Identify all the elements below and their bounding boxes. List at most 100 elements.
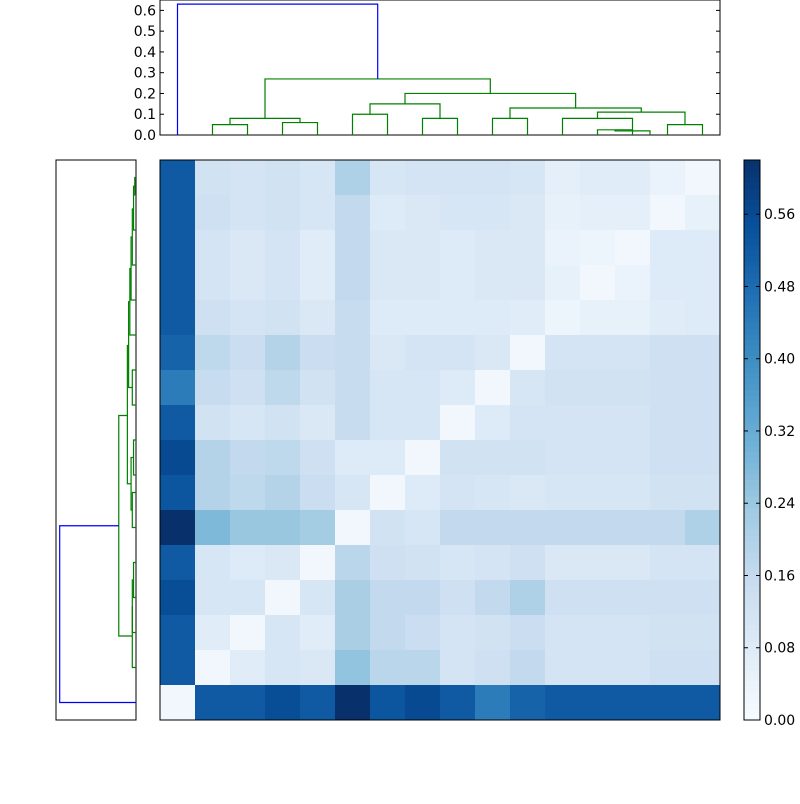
heatmap-cell-9-9 bbox=[475, 475, 511, 511]
colorbar-tick-label: 0.08 bbox=[764, 641, 795, 657]
top-dendrogram-tick-label: 0.0 bbox=[134, 128, 156, 144]
heatmap-cell-10-6 bbox=[370, 510, 406, 546]
heatmap-cell-10-12 bbox=[580, 510, 616, 546]
left-dendrogram-link-8 bbox=[131, 491, 136, 529]
colorbar-band bbox=[744, 255, 760, 262]
heatmap-cell-5-12 bbox=[580, 335, 616, 371]
top-dendrogram-tick-label: 0.4 bbox=[134, 45, 156, 61]
heatmap-cell-7-6 bbox=[370, 405, 406, 441]
heatmap-cell-2-9 bbox=[475, 230, 511, 266]
heatmap-cell-2-4 bbox=[300, 230, 336, 266]
colorbar-band bbox=[744, 496, 760, 503]
left-dendrogram-link-15 bbox=[59, 525, 136, 704]
left-dendrogram-link-14 bbox=[118, 414, 133, 637]
heatmap-cell-2-0 bbox=[160, 230, 196, 266]
heatmap-cell-13-13 bbox=[615, 615, 651, 651]
left-dendrogram-link-10 bbox=[126, 344, 132, 485]
heatmap-cell-5-7 bbox=[405, 335, 441, 371]
heatmap-cell-13-4 bbox=[300, 615, 336, 651]
heatmap-cell-7-8 bbox=[440, 405, 476, 441]
heatmap-cell-8-9 bbox=[475, 440, 511, 476]
colorbar-band bbox=[744, 641, 760, 648]
heatmap-cell-11-11 bbox=[545, 545, 581, 581]
heatmap-cell-7-12 bbox=[580, 405, 616, 441]
heatmap-cell-3-5 bbox=[335, 265, 371, 301]
heatmap-cell-14-1 bbox=[195, 650, 231, 686]
heatmap-cell-10-11 bbox=[545, 510, 581, 546]
heatmap-cell-9-5 bbox=[335, 475, 371, 511]
heatmap-cell-2-15 bbox=[685, 230, 721, 266]
heatmap-cell-11-6 bbox=[370, 545, 406, 581]
heatmap-cell-12-10 bbox=[510, 580, 546, 616]
colorbar-band bbox=[744, 328, 760, 335]
colorbar-band bbox=[744, 596, 760, 603]
left-dendrogram bbox=[55, 159, 137, 721]
colorbar-band bbox=[744, 288, 760, 295]
heatmap-cell-5-2 bbox=[230, 335, 266, 371]
colorbar-band bbox=[744, 636, 760, 643]
colorbar-band bbox=[744, 322, 760, 329]
colorbar-band bbox=[744, 675, 760, 682]
heatmap-cell-8-13 bbox=[615, 440, 651, 476]
heatmap-cell-7-9 bbox=[475, 405, 511, 441]
colorbar-band bbox=[744, 708, 760, 715]
heatmap-cell-8-6 bbox=[370, 440, 406, 476]
heatmap-cell-15-10 bbox=[510, 685, 546, 721]
heatmap-cell-5-3 bbox=[265, 335, 301, 371]
heatmap-cell-6-14 bbox=[650, 370, 686, 406]
colorbar-tick-label: 0.16 bbox=[764, 568, 795, 584]
heatmap-cell-15-3 bbox=[265, 685, 301, 721]
heatmap-cell-12-0 bbox=[160, 580, 196, 616]
heatmap-cell-8-10 bbox=[510, 440, 546, 476]
heatmap-cell-9-3 bbox=[265, 475, 301, 511]
heatmap-cell-10-2 bbox=[230, 510, 266, 546]
heatmap-cell-6-9 bbox=[475, 370, 511, 406]
colorbar-band bbox=[744, 356, 760, 363]
heatmap-cell-9-2 bbox=[230, 475, 266, 511]
heatmap-cell-3-6 bbox=[370, 265, 406, 301]
heatmap-cell-9-4 bbox=[300, 475, 336, 511]
colorbar-tick-label: 0.32 bbox=[764, 424, 795, 440]
heatmap-cell-5-1 bbox=[195, 335, 231, 371]
colorbar-band bbox=[744, 227, 760, 234]
colorbar-band bbox=[744, 367, 760, 374]
heatmap-cell-0-6 bbox=[370, 160, 406, 196]
colorbar-band bbox=[744, 199, 760, 206]
colorbar-band bbox=[744, 417, 760, 424]
colorbar-band bbox=[744, 266, 760, 273]
heatmap-cell-10-9 bbox=[475, 510, 511, 546]
colorbar-band bbox=[744, 546, 760, 553]
heatmap-cell-4-13 bbox=[615, 300, 651, 336]
heatmap-cell-4-3 bbox=[265, 300, 301, 336]
left-dendrogram-link-1 bbox=[132, 185, 136, 231]
heatmap-cell-11-10 bbox=[510, 545, 546, 581]
heatmap-cell-12-9 bbox=[475, 580, 511, 616]
heatmap-cell-2-2 bbox=[230, 230, 266, 266]
heatmap-cell-0-7 bbox=[405, 160, 441, 196]
heatmap-cell-1-4 bbox=[300, 195, 336, 231]
left-dendrogram-link-9 bbox=[130, 456, 134, 511]
heatmap-cell-6-13 bbox=[615, 370, 651, 406]
heatmap-cell-14-0 bbox=[160, 650, 196, 686]
heatmap-cell-8-14 bbox=[650, 440, 686, 476]
colorbar-tick-label: 0.56 bbox=[764, 207, 795, 223]
heatmap-cell-7-5 bbox=[335, 405, 371, 441]
heatmap-cell-10-1 bbox=[195, 510, 231, 546]
colorbar-band bbox=[744, 585, 760, 592]
heatmap-cell-15-11 bbox=[545, 685, 581, 721]
colorbar-frame bbox=[743, 159, 761, 721]
colorbar-band bbox=[744, 238, 760, 245]
heatmap-cell-1-3 bbox=[265, 195, 301, 231]
heatmap-cell-4-5 bbox=[335, 300, 371, 336]
heatmap-cell-6-15 bbox=[685, 370, 721, 406]
heatmap-cell-11-7 bbox=[405, 545, 441, 581]
heatmap-cell-1-6 bbox=[370, 195, 406, 231]
colorbar-band bbox=[744, 434, 760, 441]
heatmap-cell-12-12 bbox=[580, 580, 616, 616]
colorbar-band bbox=[744, 165, 760, 172]
heatmap-cell-4-1 bbox=[195, 300, 231, 336]
top-dendrogram-link-6 bbox=[491, 117, 529, 135]
heatmap-cell-14-6 bbox=[370, 650, 406, 686]
heatmap-cell-11-5 bbox=[335, 545, 371, 581]
